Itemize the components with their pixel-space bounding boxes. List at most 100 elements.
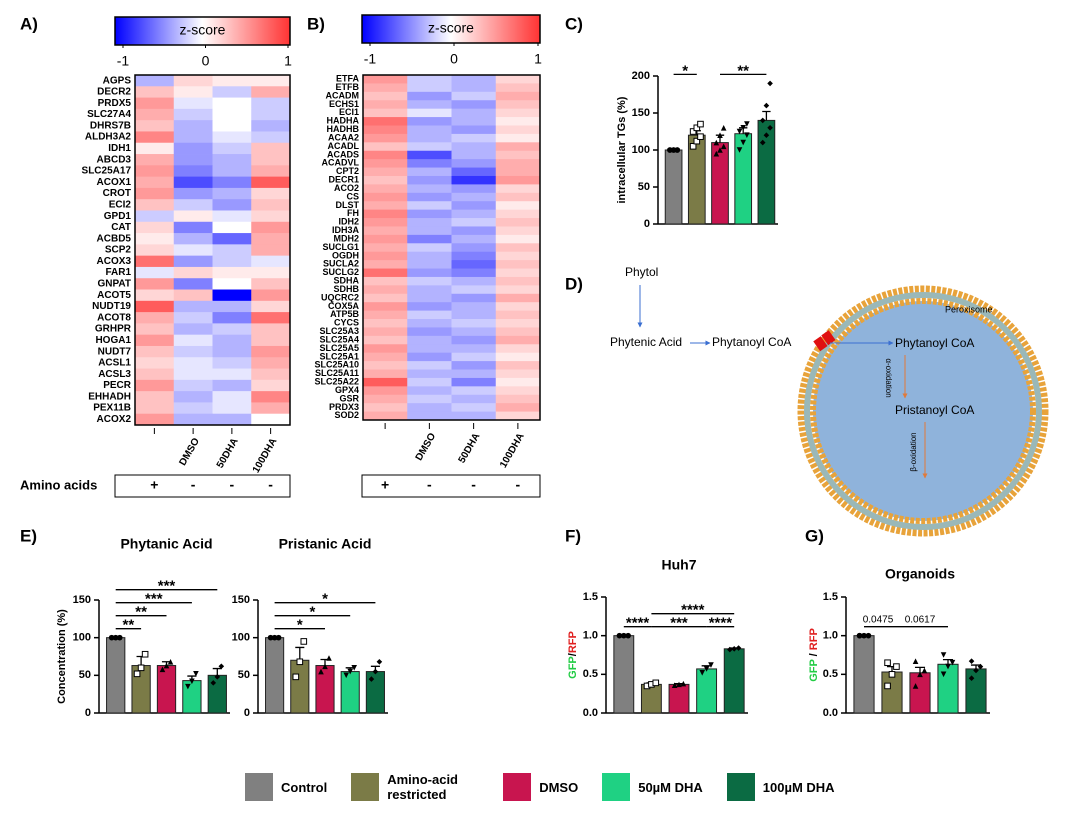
legend-item: Amino-acid restricted <box>351 772 479 802</box>
y-tick-label: 100 <box>632 144 650 156</box>
heatmap-cell <box>495 192 541 202</box>
data-point <box>717 147 723 153</box>
transporter <box>813 336 828 352</box>
heatmap-cell <box>495 234 541 244</box>
y-tick-label: 150 <box>632 107 650 119</box>
significance-label: **** <box>681 602 705 619</box>
data-point <box>884 682 891 690</box>
chart-title: Huh7 <box>662 557 697 573</box>
heatmap-cell <box>135 278 175 290</box>
heatmap-cell <box>407 133 452 143</box>
bar <box>340 671 360 714</box>
legend-item: 50µM DHA <box>602 773 703 801</box>
heatmap-cell <box>407 83 452 93</box>
heatmap-cell <box>407 125 452 135</box>
data-point <box>717 132 723 138</box>
row-label: NUDT19 <box>92 301 131 312</box>
legend-swatch <box>245 773 273 801</box>
heatmap-cell <box>451 319 497 328</box>
legend: Control Amino-acid restricted DMSO 50µM DHA… <box>245 772 849 802</box>
data-point <box>720 143 727 150</box>
heatmap-cell <box>212 210 252 223</box>
heatmap-cell <box>407 209 452 219</box>
y-axis-label-part: / <box>567 653 579 656</box>
data-point <box>141 650 149 658</box>
heatmap-cell <box>173 368 213 381</box>
significance-label: * <box>309 604 315 621</box>
heatmap-cell <box>173 334 213 347</box>
data-point <box>940 671 947 678</box>
heatmap-cell <box>212 289 252 302</box>
heatmap-cell <box>251 300 291 313</box>
row-label: DHRS7B <box>90 120 131 131</box>
significance-label: ** <box>737 62 749 79</box>
row-label: COX5A <box>328 301 360 311</box>
data-point <box>759 139 766 146</box>
heatmap-cell <box>363 243 408 253</box>
column-label: 50DHA <box>215 436 241 470</box>
data-point <box>767 80 773 87</box>
data-point <box>703 666 710 672</box>
heatmap-cell <box>212 120 252 132</box>
heatmap-cell <box>363 352 408 362</box>
data-point <box>767 125 773 131</box>
heatmap-cell <box>363 234 408 244</box>
chart-title: Organoids <box>885 566 955 582</box>
heatmap-cell <box>251 210 291 223</box>
row-label: SUCLG2 <box>322 267 359 277</box>
condition-sign: - <box>516 477 521 493</box>
heatmap-cell <box>173 300 213 313</box>
heatmap-cell <box>173 266 213 279</box>
heatmap-cell <box>135 86 175 98</box>
data-point <box>884 659 891 667</box>
heatmap-cell <box>363 335 408 345</box>
heatmap-cell <box>135 165 175 178</box>
data-point <box>267 634 274 641</box>
condition-box <box>114 474 291 498</box>
heatmap-cell <box>212 402 252 415</box>
heatmap-cell <box>451 75 497 84</box>
row-label: DECR2 <box>97 87 131 98</box>
row-label: SLC25A1 <box>319 351 359 361</box>
column-label: 100DHA <box>498 431 527 470</box>
y-tick-label: 0.5 <box>823 668 838 680</box>
heatmap-cell <box>363 150 408 160</box>
data-point <box>888 671 896 678</box>
heatmap-cell <box>495 411 541 421</box>
heatmap-cell <box>407 268 452 278</box>
column-label: DMSO <box>414 431 439 463</box>
condition-sign: - <box>191 477 196 493</box>
data-point <box>189 678 195 685</box>
colorbar-tick-label: -1 <box>364 51 377 67</box>
condition-sign: - <box>268 477 273 493</box>
row-label: SLC27A4 <box>87 109 131 120</box>
heatmap-cell <box>135 131 175 144</box>
data-point <box>347 668 353 675</box>
organelle-label: Peroxisome <box>945 304 993 314</box>
row-label: PEX11B <box>93 403 131 414</box>
heatmap-cell <box>135 345 175 358</box>
heatmap-cell <box>251 289 291 302</box>
significance-label: 0.0475 <box>863 614 894 625</box>
bar <box>182 680 202 714</box>
heatmap-cell <box>495 285 541 295</box>
heatmap-cell <box>407 285 452 295</box>
data-point <box>185 683 191 690</box>
heatmap-cell <box>363 117 408 126</box>
heatmap-cell <box>135 266 175 279</box>
heatmap-cell <box>451 285 497 295</box>
node-label: Pristanoyl CoA <box>895 403 974 417</box>
heatmap-cell <box>495 394 541 404</box>
heatmap-cell <box>135 233 175 245</box>
row-label: ACADS <box>327 149 359 159</box>
legend-label: DMSO <box>539 779 579 795</box>
data-point <box>736 147 743 153</box>
data-point <box>112 634 119 641</box>
heatmap-cell <box>407 369 452 379</box>
heatmap-cell <box>451 108 497 118</box>
step-label: β-oxidation <box>909 432 918 471</box>
heatmap-cell <box>135 379 175 392</box>
significance-label: ** <box>135 604 147 621</box>
heatmap-cell <box>495 302 541 312</box>
